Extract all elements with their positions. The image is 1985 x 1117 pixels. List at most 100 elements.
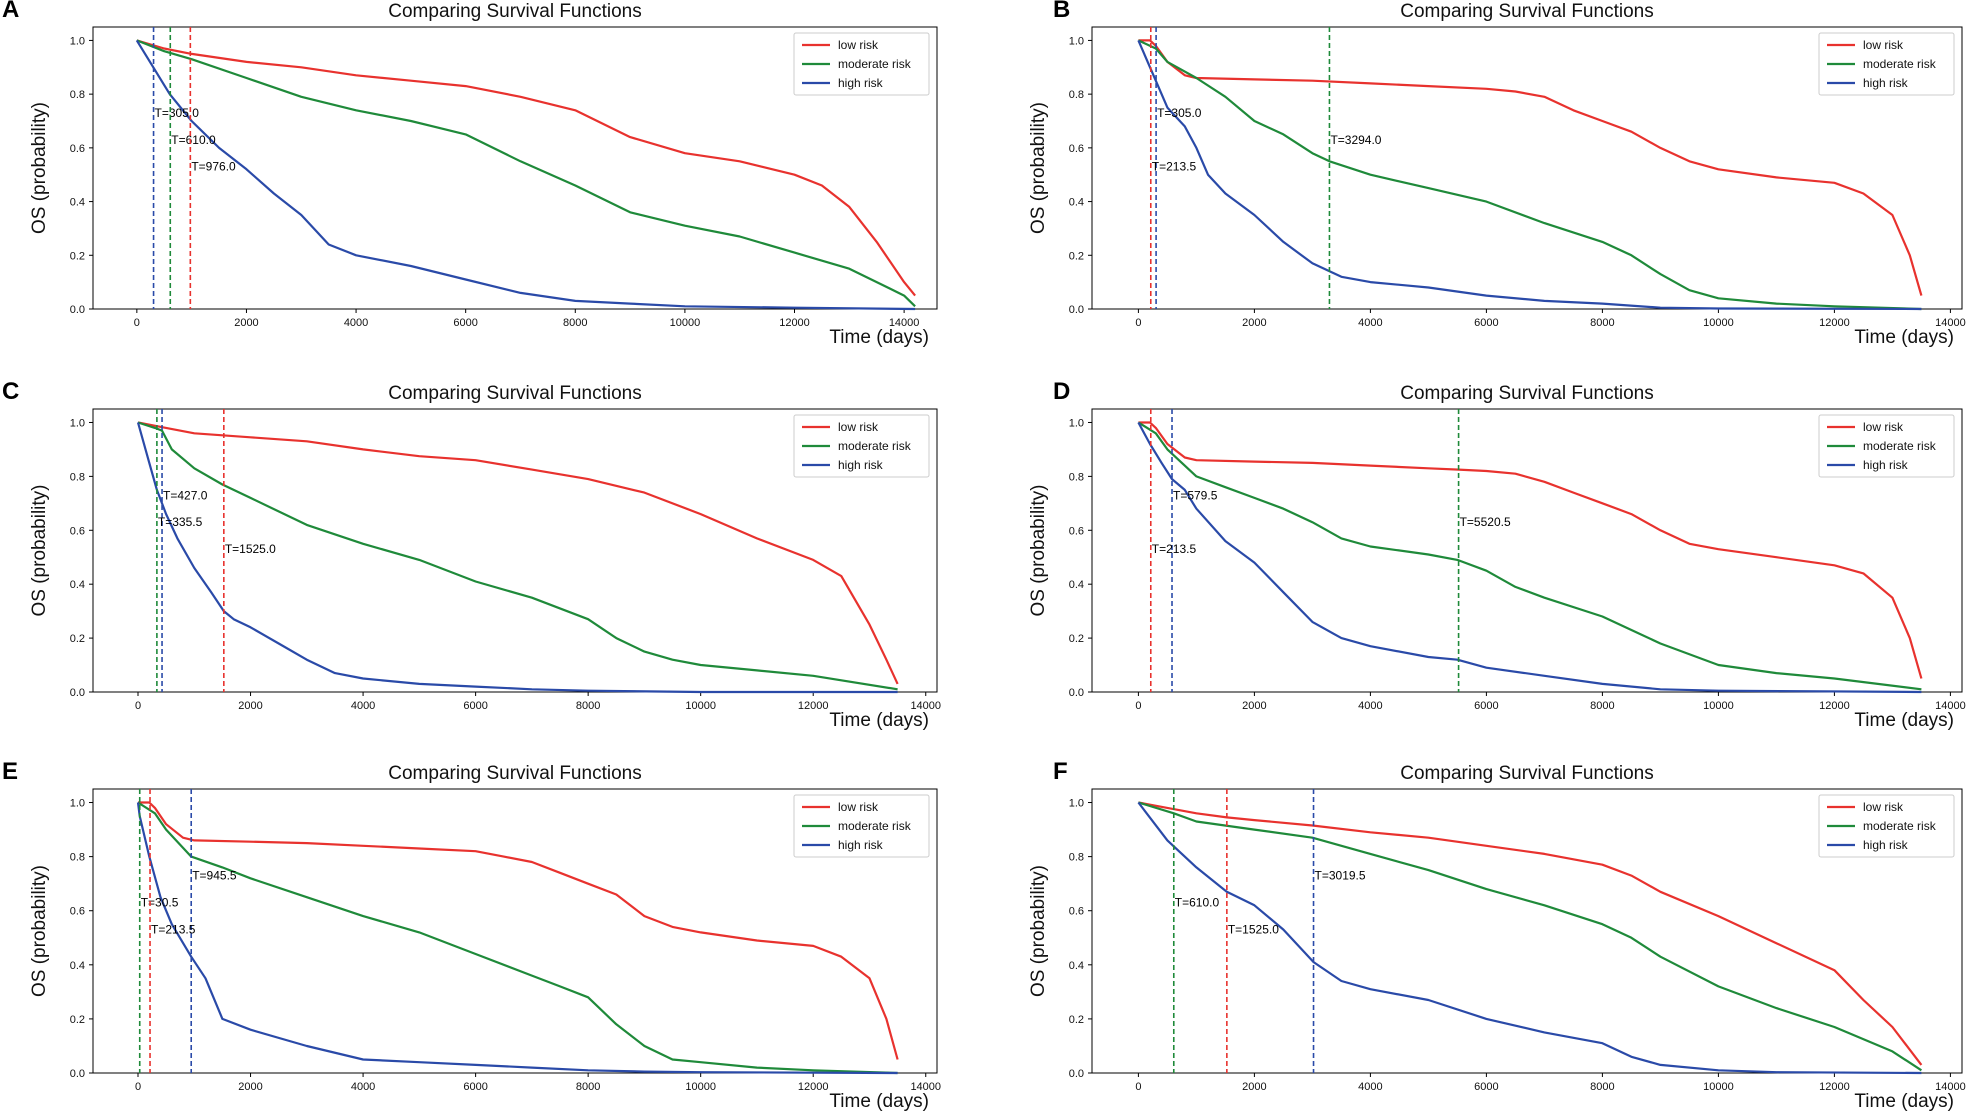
y-tick-label: 0.6 <box>1069 525 1084 537</box>
cutoff-label: T=579.5 <box>1173 488 1218 502</box>
legend-label: high risk <box>1863 76 1909 90</box>
series-line-low <box>138 801 899 1060</box>
cutoff-label: T=427.0 <box>163 488 208 502</box>
x-tick-label: 10000 <box>1703 1081 1734 1093</box>
legend <box>793 794 930 858</box>
series-line-high <box>135 39 916 311</box>
y-tick-label: 0.4 <box>1069 579 1084 591</box>
x-tick-label: 6000 <box>463 700 487 712</box>
x-tick-label: 14000 <box>1935 1081 1966 1093</box>
x-tick-label: 8000 <box>576 1081 600 1093</box>
x-tick-label: 6000 <box>1474 1081 1498 1093</box>
series-line-moderate <box>1137 421 1922 691</box>
x-axis-label: Time (days) <box>1854 710 1954 731</box>
x-tick-label: 14000 <box>889 317 920 329</box>
y-tick-label: 0.2 <box>70 250 85 262</box>
plot-frame <box>1091 26 1963 310</box>
y-tick-label: 0.4 <box>70 960 85 972</box>
y-tick-label: 1.0 <box>70 417 85 429</box>
cutoff-label: T=305.0 <box>155 106 200 120</box>
legend-label: moderate risk <box>1863 819 1937 833</box>
x-tick-label: 2000 <box>238 700 262 712</box>
x-tick-label: 0 <box>1135 700 1141 712</box>
x-tick-label: 0 <box>1135 317 1141 329</box>
x-tick-label: 14000 <box>1935 700 1966 712</box>
y-tick-label: 0.2 <box>1069 633 1084 645</box>
y-tick-label: 1.0 <box>70 798 85 810</box>
legend <box>1818 32 1955 96</box>
cutoff-label: T=213.5 <box>151 923 196 937</box>
panel-letter: E <box>2 758 18 785</box>
chart-title: Comparing Survival Functions <box>388 383 641 404</box>
x-tick-label: 8000 <box>1590 1081 1614 1093</box>
y-tick-label: 0.4 <box>1069 197 1084 209</box>
x-tick-label: 8000 <box>1590 317 1614 329</box>
legend-label: low risk <box>1863 420 1904 434</box>
x-tick-label: 10000 <box>685 700 716 712</box>
x-tick-label: 0 <box>134 317 140 329</box>
y-tick-label: 0.6 <box>70 525 85 537</box>
legend-label: high risk <box>1863 458 1909 472</box>
legend <box>1818 794 1955 858</box>
chart-title: Comparing Survival Functions <box>1400 763 1653 784</box>
x-tick-label: 0 <box>1135 1081 1141 1093</box>
x-tick-label: 8000 <box>1590 700 1614 712</box>
x-axis-label: Time (days) <box>1854 327 1954 348</box>
cutoff-label: T=213.5 <box>1152 542 1197 556</box>
plot-frame <box>92 26 938 310</box>
x-tick-label: 10000 <box>685 1081 716 1093</box>
series-line-moderate <box>1138 801 1923 1072</box>
y-tick-label: 0.8 <box>1069 89 1084 101</box>
series-line-high <box>1137 39 1922 311</box>
panel-d: D Comparing Survival Functions 0 2000 4000 60… <box>1028 378 1966 731</box>
x-tick-label: 0 <box>135 700 141 712</box>
x-tick-label: 12000 <box>1819 700 1850 712</box>
x-tick-label: 14000 <box>910 1081 941 1093</box>
panel-a: A Comparing Survival Functions 0 2000 4000 60… <box>2 0 938 348</box>
x-tick-label: 6000 <box>1474 700 1498 712</box>
x-tick-label: 12000 <box>798 700 829 712</box>
panel-f: F Comparing Survival Functions 0 2000 4000 60… <box>1028 758 1966 1112</box>
y-tick-label: 0.0 <box>70 1068 85 1080</box>
x-tick-label: 4000 <box>344 317 368 329</box>
y-axis-label: OS (probability) <box>1028 485 1049 617</box>
x-tick-label: 12000 <box>798 1081 829 1093</box>
y-tick-label: 0.6 <box>1069 906 1084 918</box>
legend-label: high risk <box>838 76 884 90</box>
cutoff-label: T=1525.0 <box>225 542 276 556</box>
x-tick-label: 0 <box>135 1081 141 1093</box>
cutoff-label: T=1525.0 <box>1228 923 1279 937</box>
cutoff-label: T=3019.5 <box>1315 869 1366 883</box>
series-line-moderate <box>137 801 898 1075</box>
legend <box>793 414 930 478</box>
x-tick-label: 4000 <box>351 700 375 712</box>
x-axis-label: Time (days) <box>829 710 929 731</box>
series-line-high <box>136 422 898 694</box>
y-axis-label: OS (probability) <box>1028 865 1049 997</box>
chart-title: Comparing Survival Functions <box>1400 383 1653 404</box>
y-tick-label: 1.0 <box>1069 35 1084 47</box>
y-tick-label: 0.8 <box>70 852 85 864</box>
y-tick-label: 0.8 <box>70 471 85 483</box>
x-tick-label: 8000 <box>576 700 600 712</box>
cutoff-label: T=3294.0 <box>1330 133 1381 147</box>
series-line-high <box>1137 421 1922 694</box>
legend-label: moderate risk <box>1863 57 1937 71</box>
panel-letter: B <box>1053 0 1070 23</box>
series-line-low <box>137 421 899 685</box>
y-tick-label: 0.8 <box>1069 471 1084 483</box>
y-tick-label: 0.2 <box>70 1014 85 1026</box>
panel-letter: D <box>1053 378 1070 405</box>
legend-label: high risk <box>838 458 884 472</box>
x-axis-label: Time (days) <box>829 327 929 348</box>
x-tick-label: 12000 <box>1819 1081 1850 1093</box>
y-tick-label: 0.8 <box>1069 852 1084 864</box>
series-line-moderate <box>136 39 916 308</box>
plot-frame <box>1091 408 1963 693</box>
series-line-low <box>136 39 916 297</box>
cutoff-label: T=305.0 <box>1157 106 1202 120</box>
x-tick-label: 10000 <box>670 317 701 329</box>
series-line-high <box>136 802 898 1075</box>
cutoff-label: T=30.5 <box>141 896 179 910</box>
y-tick-label: 0.6 <box>70 906 85 918</box>
